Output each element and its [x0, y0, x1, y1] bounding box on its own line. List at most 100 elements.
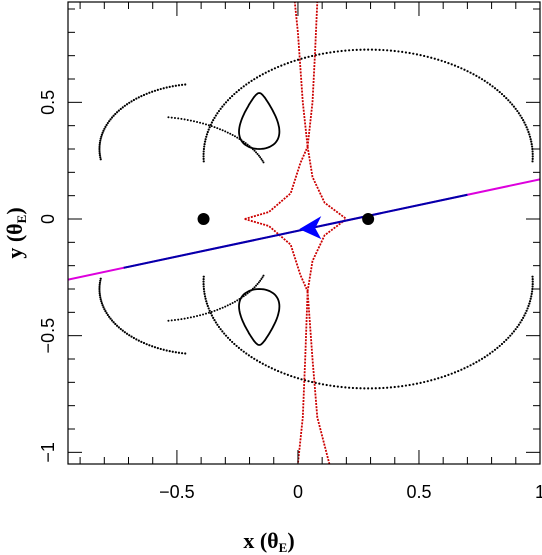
critical-curve-point — [221, 306, 224, 309]
critical-curve-point — [500, 92, 504, 96]
critical-curve-point — [216, 308, 219, 311]
critical-curve-point — [142, 93, 146, 97]
critical-curve-point — [184, 352, 187, 355]
critical-curve-point — [453, 371, 457, 374]
critical-curve-point — [401, 384, 404, 388]
critical-curve-point — [148, 344, 151, 347]
critical-curve-point — [123, 104, 126, 107]
caustic-segment — [293, 2, 309, 147]
critical-curve-point — [101, 304, 104, 307]
critical-curve-point — [437, 377, 440, 380]
critical-curve-point — [231, 94, 234, 98]
critical-curve-point — [503, 340, 506, 344]
critical-curve-point — [167, 116, 170, 119]
critical-curve-point — [440, 376, 443, 379]
critical-curve-point — [480, 357, 484, 360]
critical-curve-point — [242, 85, 245, 88]
critical-curve-point — [524, 123, 527, 126]
critical-curve-point — [382, 48, 385, 52]
critical-curve-point — [340, 385, 343, 389]
critical-curve-point — [183, 118, 186, 121]
critical-curve-point — [374, 387, 377, 390]
critical-curve-point — [480, 78, 484, 81]
critical-curve-point — [202, 280, 205, 283]
critical-curve-point — [174, 84, 177, 87]
critical-curve-point — [99, 158, 102, 161]
critical-curve-point — [98, 147, 101, 151]
critical-curve-point — [348, 49, 351, 52]
critical-curve-point — [453, 64, 457, 67]
critical-curve-point — [168, 350, 171, 353]
critical-curve-point — [514, 328, 517, 331]
critical-curve-point — [493, 87, 497, 90]
x-tick-label: 0 — [293, 482, 303, 502]
critical-curve-point — [202, 152, 205, 156]
critical-curve-point — [511, 103, 514, 106]
critical-curve-point — [531, 282, 534, 286]
critical-curve-point — [142, 341, 146, 345]
critical-curve-point — [325, 383, 328, 387]
critical-curve-point — [210, 121, 214, 124]
critical-curve-point — [202, 160, 205, 163]
critical-curve-point — [528, 135, 532, 138]
critical-curve-point — [531, 157, 534, 160]
critical-curve-point — [258, 361, 261, 364]
critical-curve-point — [189, 316, 192, 319]
critical-curve-point — [165, 349, 168, 352]
critical-curve-point — [463, 367, 466, 370]
critical-curve-point — [516, 109, 519, 113]
critical-curve-point — [466, 365, 469, 368]
critical-curve-point — [233, 342, 236, 346]
critical-curve-point — [267, 70, 270, 73]
critical-curve-point — [140, 340, 143, 343]
critical-curve-point — [408, 51, 411, 55]
critical-curve-point — [98, 143, 101, 146]
critical-curve-point — [245, 83, 248, 86]
critical-curve-point — [531, 147, 534, 151]
critical-curve-point — [393, 385, 396, 389]
critical-curve-point — [180, 117, 183, 120]
critical-curve-point — [509, 101, 512, 104]
critical-curve-point — [121, 329, 124, 332]
critical-curve-point — [430, 379, 433, 382]
critical-curve-point — [171, 350, 174, 353]
critical-curve-point — [426, 380, 429, 383]
critical-curve-point — [531, 275, 534, 278]
critical-curve-point — [219, 107, 222, 110]
critical-curve-point — [219, 328, 222, 331]
critical-curve-point — [217, 109, 221, 113]
critical-curve-point — [203, 292, 206, 296]
caustic-segment — [244, 146, 309, 220]
critical-curve-point — [102, 306, 105, 309]
critical-curve-point — [174, 351, 177, 354]
x-tick-label: 0.5 — [406, 482, 431, 502]
critical-curve-point — [203, 145, 206, 148]
critical-curve-point — [242, 350, 245, 353]
critical-curve-point — [412, 52, 415, 55]
critical-curve-point — [283, 63, 286, 66]
critical-curve-point — [525, 309, 528, 312]
critical-curve-point — [186, 317, 189, 320]
critical-curve-point — [208, 309, 211, 312]
critical-curve-point — [261, 159, 264, 162]
critical-curve-point — [224, 101, 228, 104]
critical-curve-point — [280, 371, 283, 374]
critical-curve-point — [415, 382, 419, 385]
critical-curve-point — [370, 48, 374, 51]
critical-curve-point — [205, 302, 209, 305]
critical-curve-point — [98, 292, 101, 295]
critical-curve-point — [531, 278, 534, 281]
critical-curve-point — [151, 345, 154, 348]
critical-curve-point — [224, 334, 228, 337]
critical-curve-point — [530, 145, 534, 148]
caustic-curve — [244, 2, 347, 464]
critical-curve-point — [205, 133, 209, 136]
critical-curve-point — [203, 140, 207, 143]
critical-curve-point — [98, 145, 101, 149]
critical-curve-point — [212, 119, 215, 122]
critical-curve-point — [202, 155, 205, 158]
critical-curve-point — [199, 121, 202, 124]
critical-curve-point — [530, 140, 533, 143]
critical-curve-point — [522, 316, 525, 319]
critical-curve-point — [170, 116, 173, 119]
